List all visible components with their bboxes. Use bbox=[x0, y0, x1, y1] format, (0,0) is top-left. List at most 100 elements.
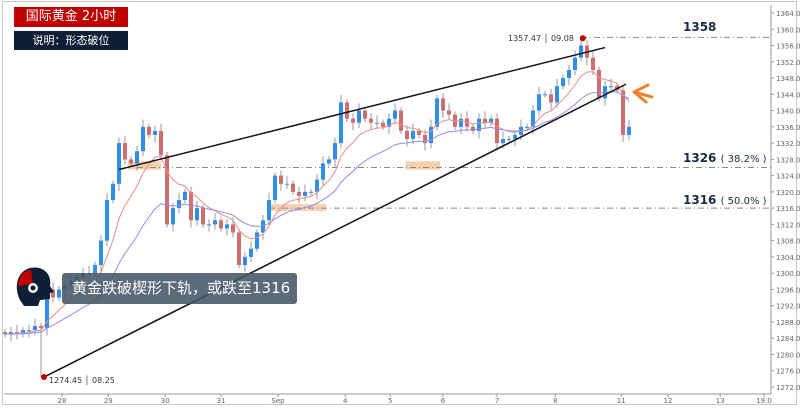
support-zone bbox=[405, 161, 440, 170]
y-tick-label: 1352.00 bbox=[776, 59, 800, 67]
y-tick-label: 1324.00 bbox=[776, 173, 800, 181]
candle-body bbox=[495, 118, 499, 144]
y-tick-label: 1312.00 bbox=[776, 221, 800, 229]
x-tick-label: 6 bbox=[441, 397, 446, 405]
candle-body bbox=[381, 122, 385, 127]
candle-body bbox=[375, 122, 379, 124]
y-tick-label: 1336.00 bbox=[776, 124, 800, 132]
x-tick-label: 4 bbox=[343, 397, 348, 405]
y-tick-label: 1288.00 bbox=[776, 319, 800, 327]
candle-body bbox=[315, 179, 319, 192]
candle-body bbox=[387, 118, 391, 127]
level-value: 1326 bbox=[683, 151, 717, 165]
candle-body bbox=[399, 110, 403, 131]
candle-body bbox=[441, 98, 445, 111]
candle-body bbox=[99, 240, 103, 266]
candle-body bbox=[567, 69, 571, 79]
x-tick-label: 8 bbox=[553, 397, 557, 405]
candle-body bbox=[51, 289, 55, 298]
candle-body bbox=[195, 208, 199, 221]
low-annotation: 1274.45 │ 08.25 bbox=[49, 376, 115, 385]
candle-body bbox=[141, 126, 145, 152]
y-tick-label: 1316.00 bbox=[776, 205, 800, 213]
y-tick-label: 1332.00 bbox=[776, 140, 800, 148]
price-marker bbox=[41, 374, 47, 381]
candle-body bbox=[417, 130, 421, 135]
y-tick-label: 1304.00 bbox=[776, 254, 800, 262]
candle-body bbox=[369, 118, 373, 123]
candle-body bbox=[429, 126, 433, 144]
candle-body bbox=[15, 332, 19, 335]
y-tick-label: 1360.00 bbox=[776, 26, 800, 34]
support-zone bbox=[270, 204, 326, 211]
candle-body bbox=[555, 86, 559, 103]
y-tick-label: 1292.00 bbox=[776, 303, 800, 311]
candle-body bbox=[411, 130, 415, 140]
candle-body bbox=[243, 256, 247, 266]
candle-body bbox=[459, 118, 463, 127]
candle-body bbox=[303, 191, 307, 196]
y-tick-label: 1340.00 bbox=[776, 108, 800, 116]
candle-body bbox=[309, 191, 313, 193]
candle-body bbox=[267, 200, 271, 221]
wedge-upper-trendline bbox=[118, 46, 606, 171]
x-tick-label: 11 bbox=[617, 397, 626, 405]
y-tick-label: 1356.00 bbox=[776, 43, 800, 51]
candle-body bbox=[531, 110, 535, 127]
x-tick-label: 30 bbox=[161, 397, 170, 405]
candle-body bbox=[435, 98, 439, 127]
candle-body bbox=[135, 151, 139, 164]
candle-body bbox=[117, 143, 121, 184]
candle-body bbox=[225, 224, 229, 229]
candle-body bbox=[543, 94, 547, 96]
candle-body bbox=[219, 220, 223, 229]
candle-body bbox=[327, 159, 331, 164]
x-tick-label: 31 bbox=[217, 397, 226, 405]
candle-body bbox=[507, 139, 511, 141]
candle-body bbox=[261, 220, 265, 233]
candle-body bbox=[231, 224, 235, 233]
level-pct: ( 50.0% ) bbox=[720, 196, 767, 207]
high-annotation: 1357.47 │ 09.08 bbox=[508, 34, 574, 43]
candle-body bbox=[561, 78, 565, 87]
candle-body bbox=[351, 118, 355, 123]
candle-body bbox=[579, 45, 583, 58]
level-value: 1316 bbox=[683, 193, 717, 207]
candle-body bbox=[279, 175, 283, 184]
candle-body bbox=[513, 134, 517, 140]
level-label-1326: 1326 ( 38.2% ) bbox=[683, 151, 767, 165]
x-tick-label: 5 bbox=[388, 397, 392, 405]
y-tick-label: 1296.00 bbox=[776, 286, 800, 294]
candle-body bbox=[129, 159, 133, 164]
candle-body bbox=[105, 200, 109, 241]
candle-body bbox=[525, 126, 529, 128]
candle-body bbox=[393, 110, 397, 119]
candle-body bbox=[93, 265, 97, 274]
y-tick-label: 1328.00 bbox=[776, 156, 800, 164]
candle-body bbox=[213, 220, 217, 225]
candle-body bbox=[3, 332, 7, 335]
candle-body bbox=[207, 224, 211, 226]
support-zone bbox=[128, 161, 161, 170]
wedge-lower-trendline bbox=[43, 83, 627, 378]
candle-body bbox=[45, 289, 49, 329]
y-tick-label: 1284.00 bbox=[776, 335, 800, 343]
candle-body bbox=[27, 330, 31, 332]
candle-body bbox=[285, 183, 289, 185]
y-tick-label: 1276.00 bbox=[776, 368, 800, 376]
candle-body bbox=[249, 248, 253, 257]
candle-body bbox=[237, 232, 241, 266]
candle-body bbox=[549, 94, 553, 103]
y-tick-label: 1280.00 bbox=[776, 351, 800, 359]
candle-body bbox=[537, 94, 541, 111]
candle-body bbox=[9, 332, 13, 335]
candle-body bbox=[609, 86, 613, 88]
chart-subtitle: 说明：形态破位 bbox=[14, 31, 128, 50]
candle-body bbox=[597, 69, 601, 99]
candle-body bbox=[255, 232, 259, 249]
candle-body bbox=[159, 130, 163, 156]
x-tick-label: 19.0 bbox=[756, 397, 772, 405]
price-marker bbox=[579, 35, 586, 42]
